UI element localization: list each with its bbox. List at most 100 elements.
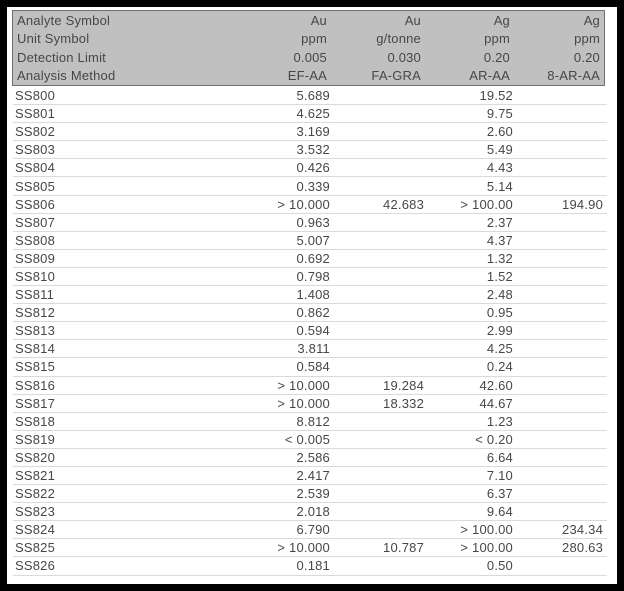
value-ag-ppm: 1.32 — [486, 250, 513, 266]
sample-id: SS803 — [15, 142, 56, 158]
table-row: SS803 3.532 5.49 — [13, 141, 607, 160]
header-row-label: Analysis Method — [17, 68, 116, 84]
sample-id: SS814 — [15, 341, 56, 357]
header-row: Detection Limit 0.005 0.030 0.20 0.20 — [13, 48, 604, 67]
value-ag-ppm: 0.95 — [486, 305, 513, 321]
table-row: SS802 3.169 2.60 — [13, 123, 607, 142]
value-ag-ppm: 1.23 — [486, 413, 513, 429]
value-ag-ppm: 6.64 — [486, 449, 513, 465]
value-ag-ppm: 0.50 — [486, 558, 513, 574]
value-ag-ppm: 4.37 — [486, 232, 513, 248]
header-value-au-ppm: Au — [310, 12, 327, 28]
value-au-ppm: 2.417 — [296, 468, 330, 484]
value-au-gtonne: 19.284 — [383, 377, 424, 393]
value-ag-ppm: < 0.20 — [475, 431, 513, 447]
table-row: SS823 2.018 9.64 — [13, 503, 607, 522]
header-row: Unit Symbol ppm g/tonne ppm ppm — [13, 30, 604, 49]
sample-id: SS807 — [15, 214, 56, 230]
sample-id: SS808 — [15, 232, 56, 248]
value-au-ppm: 0.181 — [296, 558, 330, 574]
table-row: SS811 1.408 2.48 — [13, 286, 607, 305]
header-value-ag-ppm-2: 0.20 — [573, 49, 600, 65]
value-ag-ppm: 9.75 — [486, 106, 513, 122]
value-au-ppm: 0.594 — [296, 323, 330, 339]
value-ag-ppm: > 100.00 — [460, 196, 513, 212]
value-au-gtonne: 42.683 — [383, 196, 424, 212]
value-ag-ppm: > 100.00 — [460, 540, 513, 556]
table-header-block: Analyte Symbol Au Au Ag Ag Unit Symbol p… — [12, 10, 605, 86]
value-ag-ppm-2: 234.34 — [562, 522, 603, 538]
value-au-ppm: 0.426 — [296, 160, 330, 176]
value-au-ppm: 3.532 — [296, 142, 330, 158]
sample-id: SS800 — [15, 88, 56, 104]
table-body: SS800 5.689 19.52 SS801 4.625 9.75 SS802… — [13, 87, 607, 576]
value-au-ppm: 2.018 — [296, 504, 330, 520]
header-row-label: Detection Limit — [17, 49, 106, 65]
value-ag-ppm: 4.43 — [486, 160, 513, 176]
table-row: SS807 0.963 2.37 — [13, 214, 607, 232]
table-row: SS800 5.689 19.52 — [13, 87, 607, 106]
sample-id: SS810 — [15, 268, 56, 284]
value-ag-ppm: 2.37 — [486, 214, 513, 230]
sample-id: SS821 — [15, 468, 56, 484]
table-row: SS804 0.426 4.43 — [13, 159, 607, 178]
header-value-au-gtonne: Au — [404, 12, 421, 28]
value-au-ppm: 0.963 — [296, 214, 330, 230]
value-au-ppm: > 10.000 — [277, 377, 330, 393]
table-row: SS806 > 10.000 42.683 > 100.00 194.90 — [13, 196, 607, 214]
value-au-gtonne: 10.787 — [383, 540, 424, 556]
header-value-ag-ppm: Ag — [493, 12, 510, 28]
table-row: SS819 < 0.005 < 0.20 — [13, 431, 607, 449]
value-ag-ppm: 5.49 — [486, 142, 513, 158]
sample-id: SS823 — [15, 504, 56, 520]
value-ag-ppm: 42.60 — [479, 377, 513, 393]
sample-id: SS811 — [15, 287, 55, 303]
value-au-ppm: 4.625 — [296, 106, 330, 122]
table-content-area: Analyte Symbol Au Au Ag Ag Unit Symbol p… — [7, 7, 617, 584]
sample-id: SS817 — [15, 395, 56, 411]
sample-id: SS802 — [15, 124, 56, 140]
value-au-ppm: 3.811 — [297, 341, 330, 357]
value-au-ppm: < 0.005 — [284, 431, 330, 447]
value-au-ppm: > 10.000 — [277, 196, 330, 212]
header-value-au-ppm: ppm — [301, 31, 327, 47]
value-ag-ppm: 44.67 — [479, 395, 513, 411]
header-row-label: Unit Symbol — [17, 31, 90, 47]
sample-id: SS805 — [15, 178, 56, 194]
sample-id: SS824 — [15, 522, 56, 538]
value-ag-ppm: 9.64 — [486, 504, 513, 520]
table-row: SS809 0.692 1.32 — [13, 250, 607, 268]
table-row: SS824 6.790 > 100.00 234.34 — [13, 521, 607, 540]
sample-id: SS819 — [15, 431, 56, 447]
value-ag-ppm: 2.48 — [486, 287, 513, 303]
sample-id: SS809 — [15, 250, 56, 266]
value-au-ppm: 8.812 — [296, 413, 330, 429]
value-ag-ppm: > 100.00 — [460, 522, 513, 538]
sample-id: SS801 — [15, 106, 56, 122]
header-value-ag-ppm: 0.20 — [483, 49, 510, 65]
table-row: SS813 0.594 2.99 — [13, 322, 607, 341]
header-value-au-gtonne: FA-GRA — [371, 68, 421, 84]
value-au-ppm: 0.798 — [296, 268, 330, 284]
value-au-ppm: 0.584 — [296, 359, 330, 375]
value-ag-ppm: 7.10 — [486, 468, 513, 484]
value-ag-ppm: 0.24 — [486, 359, 513, 375]
table-row: SS812 0.862 0.95 — [13, 304, 607, 323]
table-row: SS817 > 10.000 18.332 44.67 — [13, 395, 607, 413]
value-au-gtonne: 18.332 — [383, 395, 424, 411]
value-au-ppm: 0.339 — [296, 178, 330, 194]
value-ag-ppm: 19.52 — [479, 88, 513, 104]
table-row: SS805 0.339 5.14 — [13, 177, 607, 196]
header-value-ag-ppm-2: ppm — [574, 31, 600, 47]
value-ag-ppm-2: 280.63 — [562, 540, 603, 556]
header-value-ag-ppm: ppm — [484, 31, 510, 47]
sample-id: SS820 — [15, 449, 56, 465]
value-au-ppm: 6.790 — [296, 522, 330, 538]
value-au-ppm: 5.007 — [296, 232, 330, 248]
table-row: SS814 3.811 4.25 — [13, 340, 607, 359]
sample-id: SS825 — [15, 540, 56, 556]
table-row: SS808 5.007 4.37 — [13, 232, 607, 250]
table-row: SS810 0.798 1.52 — [13, 268, 607, 287]
value-au-ppm: 0.862 — [296, 305, 330, 321]
